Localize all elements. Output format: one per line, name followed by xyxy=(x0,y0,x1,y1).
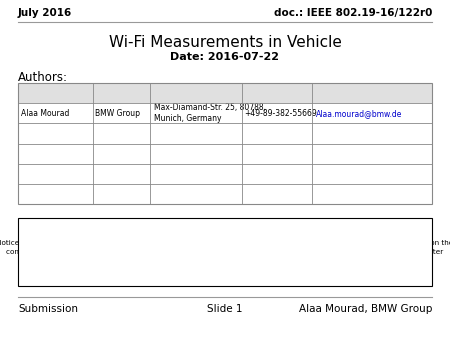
Text: +49-89-382-55669: +49-89-382-55669 xyxy=(244,109,317,118)
Text: doc.: IEEE 802.19-16/122r0: doc.: IEEE 802.19-16/122r0 xyxy=(274,8,432,19)
Text: Affiliations: Affiliations xyxy=(95,88,159,98)
Text: July 2016: July 2016 xyxy=(18,8,72,19)
Text: Address: Address xyxy=(154,88,202,98)
Text: Max-Diamand-Str. 25, 80788,
Munich, Germany: Max-Diamand-Str. 25, 80788, Munich, Germ… xyxy=(154,103,266,123)
Text: Phone: Phone xyxy=(244,88,281,98)
Text: Wi-Fi Measurements in Vehicle: Wi-Fi Measurements in Vehicle xyxy=(108,35,342,50)
Text: Alaa Mourad: Alaa Mourad xyxy=(21,109,69,118)
Text: email: email xyxy=(316,88,348,98)
Text: Alaa.mourad@bmw.de: Alaa.mourad@bmw.de xyxy=(316,109,402,118)
Text: Date: 2016-07-22: Date: 2016-07-22 xyxy=(171,52,279,63)
Text: Notice: This document has been prepared to assist IEEE 802.19. It is offered as : Notice: This document has been prepared … xyxy=(0,240,450,264)
Text: Alaa Mourad, BMW Group: Alaa Mourad, BMW Group xyxy=(299,304,432,314)
Text: Submission: Submission xyxy=(18,304,78,314)
Text: BMW Group: BMW Group xyxy=(95,109,140,118)
Text: Authors:: Authors: xyxy=(18,71,68,84)
Text: Name: Name xyxy=(21,88,55,98)
Text: Slide 1: Slide 1 xyxy=(207,304,243,314)
